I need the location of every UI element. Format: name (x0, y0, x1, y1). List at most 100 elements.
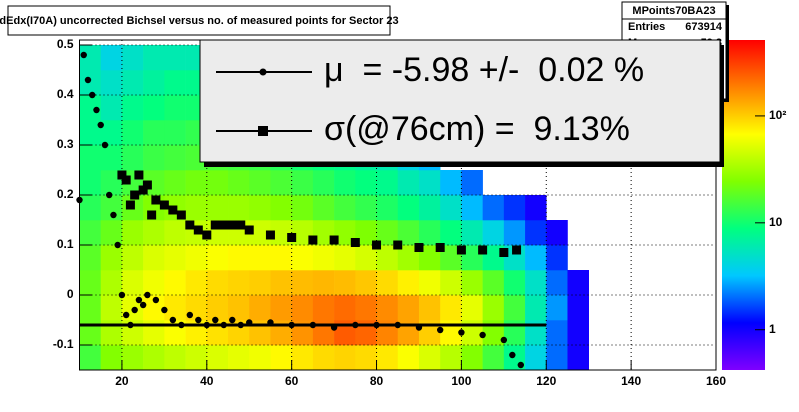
y-tick-label: 0 (67, 287, 74, 301)
heatmap-cell (376, 270, 399, 296)
heatmap-cell (79, 195, 102, 221)
mu-marker (106, 191, 113, 199)
heatmap-cell (100, 170, 123, 196)
sigma-marker (372, 240, 382, 250)
heatmap-cell (461, 195, 483, 221)
heatmap-cell (249, 270, 271, 296)
sigma-marker (138, 185, 148, 195)
heatmap-cell (503, 295, 526, 321)
heatmap-cell (418, 345, 441, 370)
heatmap-cell (482, 270, 505, 296)
sigma-marker (202, 230, 212, 240)
heatmap-cell (546, 345, 568, 370)
heatmap-cell (376, 345, 399, 370)
heatmap-cell (164, 45, 186, 71)
heatmap-cell (355, 170, 377, 196)
heatmap-cell (270, 270, 292, 296)
sigma-marker (329, 235, 339, 245)
mu-marker (80, 51, 87, 59)
heatmap-cell (546, 295, 568, 321)
heatmap-cell (525, 195, 547, 221)
heatmap-cell (249, 170, 271, 196)
heatmap-cell (121, 345, 144, 370)
sigma-marker (244, 225, 254, 235)
heatmap-cell (355, 295, 377, 321)
mu-marker (267, 319, 274, 326)
mu-marker (118, 291, 126, 299)
mu-marker (330, 324, 338, 331)
heatmap-cell (482, 195, 505, 221)
x-tick-label: 100 (451, 374, 471, 388)
heatmap-cell (355, 220, 377, 246)
heatmap-cell (312, 270, 335, 296)
heatmap-cell (121, 145, 144, 171)
mu-marker (203, 321, 210, 329)
sigma-marker (236, 220, 246, 230)
heatmap-cell (79, 220, 102, 246)
mu-marker (76, 196, 83, 204)
heatmap-cell (546, 270, 568, 296)
heatmap-cell (79, 170, 102, 196)
mu-marker (237, 321, 244, 329)
x-tick-label: 20 (115, 374, 129, 388)
heatmap-cell (376, 295, 399, 321)
heatmap-cell (461, 295, 483, 321)
heatmap-cell (503, 195, 526, 221)
heatmap-cell (482, 345, 505, 370)
heatmap-cell (206, 170, 229, 196)
mu-marker (394, 321, 401, 329)
z-tick-label: 1 (769, 322, 776, 336)
heatmap-cell (376, 245, 399, 271)
heatmap-cell (503, 220, 526, 246)
mu-marker (195, 316, 202, 324)
heatmap-cell (503, 270, 526, 296)
sigma-marker (227, 220, 237, 230)
mu-marker (97, 121, 104, 129)
heatmap-cell (291, 245, 314, 271)
heatmap-cell (397, 245, 420, 271)
mu-marker (127, 321, 134, 329)
mu-marker (458, 329, 465, 336)
heatmap-cell (249, 295, 271, 321)
heatmap-cell (143, 295, 165, 321)
heatmap-cell (312, 170, 335, 196)
heatmap-cell (185, 270, 208, 296)
heatmap-cell (334, 270, 356, 296)
heatmap-cell (567, 295, 589, 321)
chart-title: dEdx(I70A) uncorrected Bichsel versus no… (0, 15, 399, 27)
stats-value: 673914 (685, 21, 723, 33)
heatmap-cell (482, 245, 505, 271)
mu-marker (135, 296, 143, 304)
sigma-marker (210, 220, 220, 230)
x-tick-label: 60 (285, 374, 299, 388)
heatmap-cell (270, 345, 292, 370)
heatmap-cell (397, 195, 420, 221)
heatmap-cell (397, 220, 420, 246)
heatmap-cell (440, 345, 462, 370)
heatmap-cell (164, 245, 186, 271)
heatmap-cell (461, 170, 483, 196)
heatmap-cell (79, 270, 102, 296)
heatmap-cell (100, 195, 123, 221)
heatmap-cell (376, 195, 399, 221)
title-box (7, 5, 391, 36)
heatmap-cell (164, 270, 186, 296)
heatmap-cell (440, 195, 462, 221)
legend-label: μ = -5.98 +/- 0.02 % (324, 51, 644, 89)
heatmap-cell (79, 120, 102, 146)
heatmap-cell (418, 195, 441, 221)
heatmap-cell (334, 245, 356, 271)
heatmap-cell (270, 295, 292, 321)
heatmap-cell (249, 245, 271, 271)
sigma-marker (168, 205, 178, 215)
legend-marker (258, 126, 268, 136)
heatmap-cell (164, 345, 186, 370)
mu-marker (500, 336, 508, 344)
heatmap-cell (100, 270, 123, 296)
heatmap-cell (121, 270, 144, 296)
heatmap-cell (143, 220, 165, 246)
mu-marker (139, 301, 147, 309)
legend-label: σ(@76cm) = 9.13% (324, 110, 630, 148)
mu-marker (517, 361, 525, 369)
sigma-marker (121, 175, 131, 185)
